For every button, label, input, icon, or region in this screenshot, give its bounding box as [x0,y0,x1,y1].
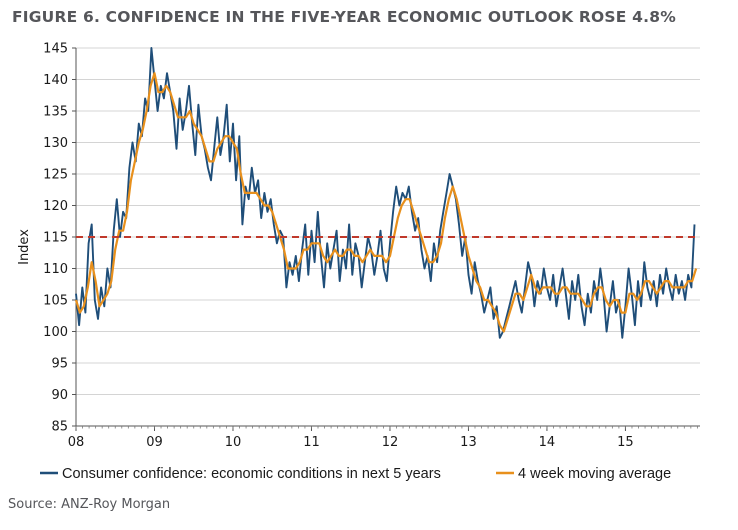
y-tick-label: 130 [43,136,68,151]
chart-title: FIGURE 6. CONFIDENCE IN THE FIVE-YEAR EC… [12,8,676,26]
x-tick-label: 09 [146,435,163,450]
y-axis: 85 90 95 100 105 110 115 120 125 130 135 140 145 [43,42,77,435]
y-tick-label: 125 [43,168,68,183]
y-tick-label: 135 [43,105,68,120]
x-tick-label: 10 [225,435,242,450]
plot-area [74,47,698,339]
series-moving-average-line [74,72,698,333]
x-tick-label: 12 [382,435,399,450]
y-axis-label: Index [17,229,32,265]
y-tick-label: 110 [43,262,68,277]
y-tick-label: 120 [43,199,68,214]
y-tick-label: 90 [51,388,68,403]
x-tick-label: 15 [617,435,634,450]
y-tick-label: 140 [43,73,68,88]
x-tick-label: 14 [539,435,556,450]
y-tick-label: 115 [43,231,68,246]
series-consumer-confidence-line [75,47,696,339]
legend: Consumer confidence: economic conditions… [40,466,671,482]
legend-label-moving-average: 4 week moving average [518,466,671,482]
grid-lines [76,47,700,427]
x-axis: 08 09 10 11 12 13 14 15 [68,425,700,450]
y-tick-label: 145 [43,42,68,57]
y-tick-label: 95 [51,357,68,372]
x-tick-label: 08 [68,435,85,450]
y-tick-label: 105 [43,294,68,309]
x-tick-label: 13 [460,435,477,450]
source-note: Source: ANZ-Roy Morgan [8,497,171,512]
x-tick-label: 11 [303,435,320,450]
y-tick-label: 100 [43,325,68,340]
y-tick-label: 85 [51,420,68,435]
legend-label-consumer-confidence: Consumer confidence: economic conditions… [62,466,441,482]
